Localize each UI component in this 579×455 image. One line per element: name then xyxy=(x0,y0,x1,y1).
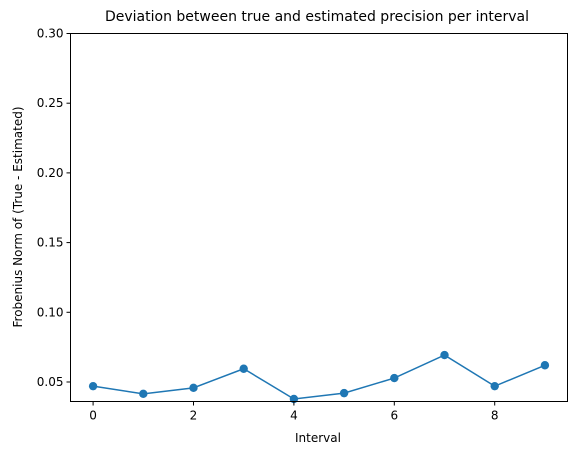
y-axis: 0.05 0.10 0.15 0.20 0.25 0.30 xyxy=(37,27,71,389)
axes-frame xyxy=(70,33,568,402)
data-point xyxy=(88,381,98,391)
x-axis-label: Interval xyxy=(295,431,341,445)
x-tick-label: 4 xyxy=(290,409,298,423)
series-line xyxy=(92,354,546,400)
y-tick-label: 0.25 xyxy=(37,96,64,110)
plot-area xyxy=(88,350,550,404)
data-point xyxy=(390,373,399,383)
data-point xyxy=(490,381,499,391)
chart-title: Deviation between true and estimated pre… xyxy=(105,9,529,25)
x-tick-label: 8 xyxy=(491,409,499,423)
data-point xyxy=(139,389,148,399)
x-axis: 0 2 4 6 8 xyxy=(89,401,499,423)
data-point xyxy=(440,350,449,360)
data-point xyxy=(189,383,198,393)
y-tick-label: 0.30 xyxy=(37,27,64,41)
data-point xyxy=(339,388,349,398)
y-tick-label: 0.20 xyxy=(37,166,64,180)
data-point xyxy=(540,361,550,370)
y-tick-label: 0.15 xyxy=(37,236,64,250)
y-axis-label: Frobenius Norm of (True - Estimated) xyxy=(11,106,25,327)
y-tick-label: 0.10 xyxy=(37,305,64,319)
x-tick-label: 2 xyxy=(190,409,198,423)
x-tick-label: 0 xyxy=(89,409,97,423)
y-tick-label: 0.05 xyxy=(37,375,64,389)
x-tick-label: 6 xyxy=(390,409,398,423)
data-point xyxy=(239,364,248,373)
